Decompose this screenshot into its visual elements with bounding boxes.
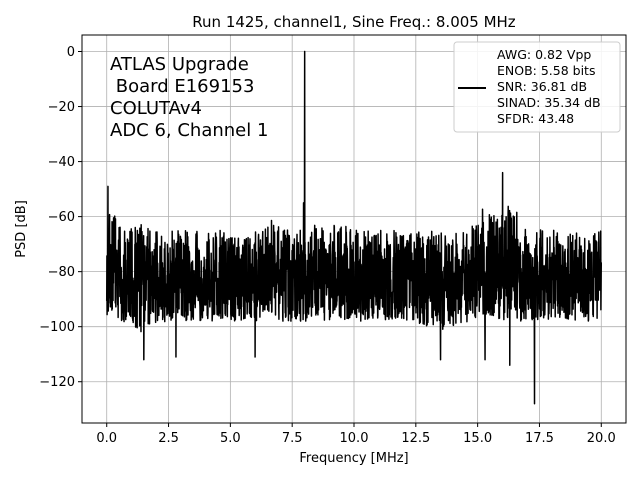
legend-entry: SFDR: 43.48	[497, 111, 574, 126]
y-tick-label: −60	[48, 210, 75, 225]
chart-title: Run 1425, channel1, Sine Freq.: 8.005 MH…	[192, 13, 516, 31]
psd-series	[105, 50, 603, 405]
x-tick-label: 10.0	[340, 431, 369, 446]
annotation-line: Board E169153	[110, 76, 254, 97]
y-tick-label: 0	[67, 45, 75, 60]
annotation-line: COLUTAv4	[110, 98, 202, 119]
x-tick-label: 17.5	[525, 431, 554, 446]
x-tick-label: 20.0	[587, 431, 616, 446]
legend-entry: SINAD: 35.34 dB	[497, 95, 601, 110]
annotation-line: ATLAS Upgrade	[110, 54, 249, 75]
x-ticks: 0.0 2.5 5.0 7.5 10.0 12.5 15.0 17.5 20.0	[96, 423, 616, 446]
x-tick-label: 0.0	[96, 431, 117, 446]
x-tick-label: 5.0	[220, 431, 241, 446]
x-tick-label: 12.5	[401, 431, 430, 446]
x-tick-label: 2.5	[158, 431, 179, 446]
y-tick-label: −100	[39, 320, 75, 335]
legend-entry: ENOB: 5.58 bits	[497, 63, 595, 78]
annotation: ATLAS Upgrade Board E169153 COLUTAv4 ADC…	[110, 54, 268, 141]
legend: AWG: 0.82 Vpp ENOB: 5.58 bits SNR: 36.81…	[453, 41, 621, 133]
y-tick-label: −120	[39, 375, 75, 390]
annotation-line: ADC 6, Channel 1	[110, 120, 268, 141]
y-ticks: 0 −20 −40 −60 −80 −100 −120	[39, 45, 82, 390]
x-tick-label: 7.5	[282, 431, 303, 446]
y-tick-label: −40	[48, 155, 75, 170]
x-axis-label: Frequency [MHz]	[299, 451, 408, 466]
y-tick-label: −20	[48, 100, 75, 115]
legend-entry: SNR: 36.81 dB	[497, 79, 587, 94]
legend-entry: AWG: 0.82 Vpp	[497, 47, 591, 62]
psd-line	[105, 50, 603, 405]
legend-box	[453, 41, 621, 133]
x-tick-label: 15.0	[463, 431, 492, 446]
y-axis-label: PSD [dB]	[14, 200, 29, 258]
y-tick-label: −80	[48, 265, 75, 280]
